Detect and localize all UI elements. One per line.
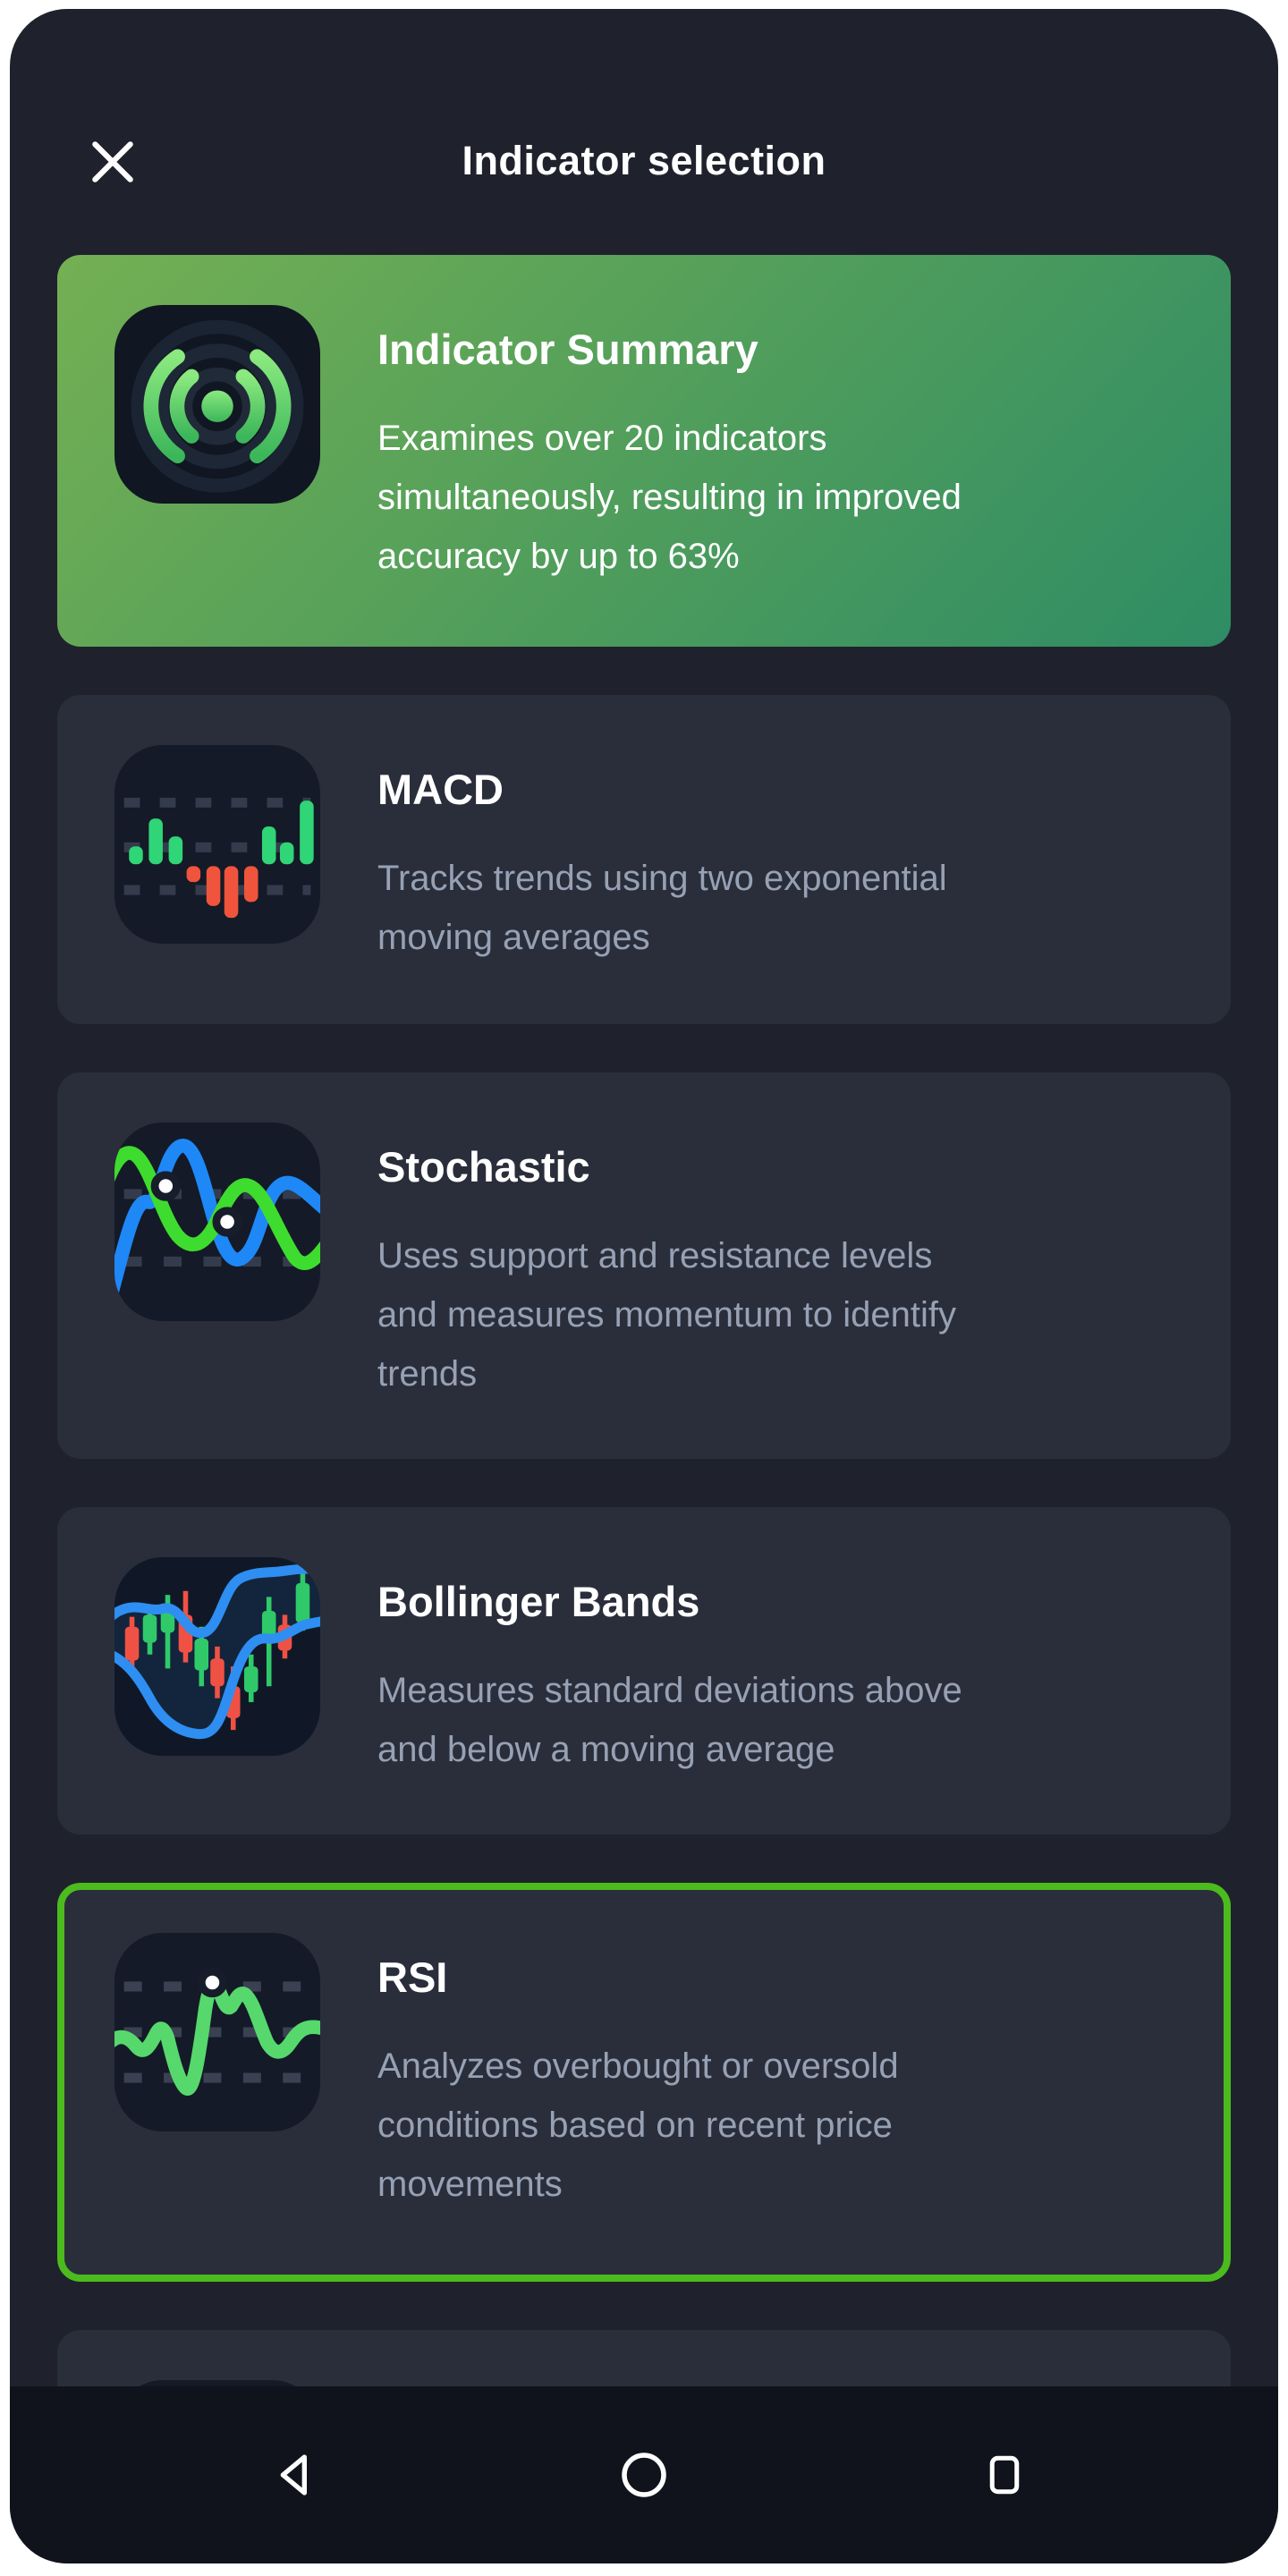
stochastic-curves-icon	[114, 1123, 320, 1321]
rsi-line-icon	[114, 1933, 320, 2131]
card-indicator-summary[interactable]: Indicator Summary Examines over 20 indic…	[57, 255, 1231, 647]
close-button[interactable]	[87, 136, 139, 188]
phone-screen: Indicator selection	[10, 9, 1278, 2563]
card-description: Tracks trends using two exponential movi…	[377, 859, 947, 957]
android-navbar	[10, 2386, 1278, 2563]
card-description: Examines over 20 indicators simultaneous…	[377, 419, 962, 576]
indicator-list: Indicator Summary Examines over 20 indic…	[10, 255, 1278, 2518]
card-bollinger-bands[interactable]: Bollinger Bands Measures standard deviat…	[57, 1507, 1231, 1835]
card-description: Analyzes overbought or oversold conditio…	[377, 2046, 899, 2204]
card-title: Bollinger Bands	[377, 1578, 700, 1625]
card-title: Indicator Summary	[377, 326, 758, 373]
card-rsi[interactable]: RSI Analyzes overbought or oversold cond…	[57, 1883, 1231, 2282]
recents-icon	[978, 2448, 1031, 2502]
bollinger-bands-icon	[114, 1557, 320, 1756]
card-title: RSI	[377, 1953, 448, 2001]
card-title: Stochastic	[377, 1143, 590, 1191]
card-stochastic[interactable]: Stochastic Uses support and resistance l…	[57, 1072, 1231, 1459]
card-macd[interactable]: MACD Tracks trends using two exponential…	[57, 695, 1231, 1024]
close-icon	[87, 136, 139, 188]
page-title: Indicator selection	[462, 138, 826, 183]
back-icon	[267, 2446, 325, 2504]
card-title: MACD	[377, 766, 504, 813]
modal-header: Indicator selection	[10, 9, 1278, 255]
nav-home-button[interactable]	[614, 2445, 674, 2504]
nav-back-button[interactable]	[267, 2446, 325, 2504]
card-description: Measures standard deviations above and b…	[377, 1671, 962, 1769]
macd-histogram-icon	[114, 745, 320, 944]
signal-waves-icon	[114, 305, 320, 504]
card-description: Uses support and resistance levels and m…	[377, 1236, 956, 1394]
nav-recents-button[interactable]	[978, 2448, 1031, 2502]
home-icon	[614, 2445, 674, 2504]
